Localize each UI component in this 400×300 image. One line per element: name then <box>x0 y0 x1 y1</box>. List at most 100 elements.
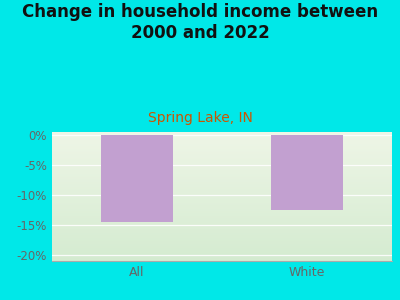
Bar <box>52 252 392 253</box>
Bar <box>52 232 392 233</box>
Bar <box>52 155 392 156</box>
Bar <box>52 149 392 150</box>
Bar <box>52 198 392 199</box>
Bar <box>52 191 392 192</box>
Bar <box>52 181 392 182</box>
Bar <box>52 144 392 145</box>
Bar <box>52 227 392 228</box>
Bar <box>52 162 392 163</box>
Bar <box>52 245 392 246</box>
Bar <box>52 229 392 230</box>
Bar <box>52 153 392 154</box>
Bar <box>52 148 392 149</box>
Bar <box>52 166 392 167</box>
Bar <box>52 182 392 183</box>
Bar <box>52 246 392 247</box>
Bar <box>52 178 392 179</box>
Bar <box>52 170 392 171</box>
Bar <box>52 138 392 139</box>
Bar <box>101 135 173 222</box>
Bar <box>52 156 392 157</box>
Bar <box>52 205 392 206</box>
Bar <box>52 231 392 232</box>
Bar <box>52 221 392 222</box>
Bar <box>52 171 392 172</box>
Bar <box>52 141 392 142</box>
Bar <box>52 210 392 211</box>
Bar <box>52 212 392 213</box>
Bar <box>52 226 392 227</box>
Bar <box>52 140 392 141</box>
Bar <box>52 208 392 209</box>
Bar <box>52 135 392 136</box>
Bar <box>52 241 392 242</box>
Bar <box>52 180 392 181</box>
Bar <box>52 137 392 138</box>
Bar <box>52 152 392 153</box>
Bar <box>52 203 392 204</box>
Bar <box>52 161 392 162</box>
Bar <box>52 169 392 170</box>
Bar <box>52 197 392 198</box>
Bar <box>52 233 392 234</box>
Bar <box>52 250 392 251</box>
Bar <box>52 132 392 133</box>
Bar <box>52 184 392 185</box>
Bar <box>52 157 392 158</box>
Bar <box>52 194 392 195</box>
Bar <box>52 196 392 197</box>
Bar <box>52 239 392 240</box>
Bar <box>52 242 392 243</box>
Bar <box>271 135 343 210</box>
Bar <box>52 173 392 174</box>
Bar <box>52 209 392 210</box>
Bar <box>52 251 392 252</box>
Bar <box>52 235 392 236</box>
Bar <box>52 219 392 220</box>
Bar <box>52 199 392 200</box>
Bar <box>52 186 392 187</box>
Bar <box>52 160 392 161</box>
Bar <box>52 237 392 238</box>
Bar <box>52 258 392 259</box>
Bar <box>52 164 392 165</box>
Bar <box>52 146 392 147</box>
Bar <box>52 215 392 216</box>
Bar <box>52 217 392 218</box>
Text: Spring Lake, IN: Spring Lake, IN <box>148 111 252 125</box>
Bar <box>52 218 392 219</box>
Bar <box>52 193 392 194</box>
Bar <box>52 211 392 212</box>
Bar <box>52 136 392 137</box>
Bar <box>52 201 392 202</box>
Bar <box>52 150 392 151</box>
Bar <box>52 177 392 178</box>
Bar <box>52 202 392 203</box>
Bar <box>52 207 392 208</box>
Bar <box>52 158 392 159</box>
Bar <box>52 133 392 134</box>
Bar <box>52 257 392 258</box>
Bar <box>52 192 392 193</box>
Bar <box>52 206 392 207</box>
Bar <box>52 240 392 241</box>
Bar <box>52 143 392 144</box>
Bar <box>52 216 392 217</box>
Bar <box>52 142 392 143</box>
Bar <box>52 243 392 244</box>
Bar <box>52 190 392 191</box>
Text: Change in household income between
2000 and 2022: Change in household income between 2000 … <box>22 3 378 42</box>
Bar <box>52 236 392 237</box>
Bar <box>52 195 392 196</box>
Bar <box>52 160 392 161</box>
Bar <box>52 176 392 177</box>
Bar <box>52 139 392 140</box>
Bar <box>52 214 392 215</box>
Bar <box>52 259 392 260</box>
Bar <box>52 147 392 148</box>
Bar <box>52 159 392 160</box>
Bar <box>52 174 392 175</box>
Bar <box>52 222 392 223</box>
Bar <box>52 167 392 168</box>
Bar <box>52 204 392 205</box>
